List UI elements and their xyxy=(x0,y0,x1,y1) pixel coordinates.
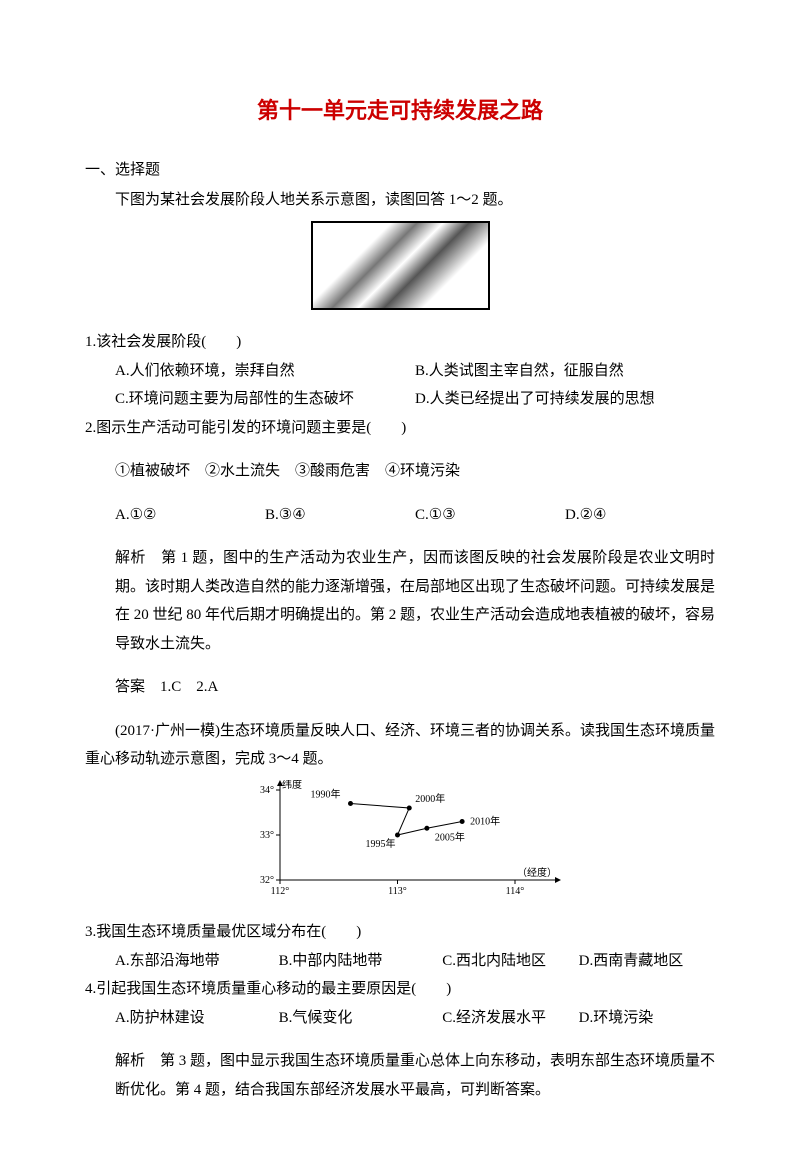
figure-1-container xyxy=(85,221,715,321)
svg-text:32°: 32° xyxy=(260,875,274,886)
q1-opt-c[interactable]: C.环境问题主要为局部性的生态破坏 xyxy=(115,385,415,414)
svg-text:（经度）: （经度） xyxy=(517,866,557,879)
q1-opt-a[interactable]: A.人们依赖环境，崇拜自然 xyxy=(115,357,415,386)
q1-stem: 1.该社会发展阶段( ) xyxy=(85,328,715,357)
svg-text:1990年: 1990年 xyxy=(311,787,341,800)
q2-options: A.①② B.③④ C.①③ D.②④ xyxy=(85,501,715,530)
svg-text:2005年: 2005年 xyxy=(435,830,465,843)
q4-options: A.防护林建设 B.气候变化 C.经济发展水平 D.环境污染 xyxy=(85,1004,715,1033)
q3-stem: 3.我国生态环境质量最优区域分布在( ) xyxy=(85,918,715,947)
q4-stem: 4.引起我国生态环境质量重心移动的最主要原因是( ) xyxy=(85,975,715,1004)
svg-text:1995年: 1995年 xyxy=(366,837,396,850)
q3-4-intro: (2017·广州一模)生态环境质量反映人口、经济、环境三者的协调关系。读我国生态… xyxy=(85,717,715,774)
q2-subline: ①植被破坏 ②水土流失 ③酸雨危害 ④环境污染 xyxy=(85,457,715,486)
farming-illustration-icon xyxy=(311,221,490,310)
svg-text:33°: 33° xyxy=(260,830,274,841)
svg-text:34°: 34° xyxy=(260,785,274,796)
q1-opt-b[interactable]: B.人类试图主宰自然，征服自然 xyxy=(415,357,715,386)
q3-opt-d[interactable]: D.西南青藏地区 xyxy=(579,947,715,976)
svg-text:112°: 112° xyxy=(271,886,290,897)
svg-text:2000年: 2000年 xyxy=(415,792,445,805)
q2-opt-d[interactable]: D.②④ xyxy=(565,501,715,530)
q1-opt-d[interactable]: D.人类已经提出了可持续发展的思想 xyxy=(415,385,715,414)
q3-opt-c[interactable]: C.西北内陆地区 xyxy=(442,947,578,976)
eco-centroid-chart: 112° 113° 114° 32° 33° 34° 纬度 （经度） 1990年 2000年 199… xyxy=(235,780,565,900)
svg-text:114°: 114° xyxy=(506,886,525,897)
q1-options: A.人们依赖环境，崇拜自然 B.人类试图主宰自然，征服自然 C.环境问题主要为局… xyxy=(85,357,715,414)
chart-container: 112° 113° 114° 32° 33° 34° 纬度 （经度） 1990年 2000年 199… xyxy=(85,780,715,911)
svg-text:纬度: 纬度 xyxy=(282,780,302,791)
q4-opt-c[interactable]: C.经济发展水平 xyxy=(442,1004,578,1033)
page-title: 第十一单元走可持续发展之路 xyxy=(85,90,715,132)
q2-opt-a[interactable]: A.①② xyxy=(115,501,265,530)
explanation-1-2: 解析 第 1 题，图中的生产活动为农业生产，因而该图反映的社会发展阶段是农业文明… xyxy=(85,544,715,658)
q3-opt-a[interactable]: A.东部沿海地带 xyxy=(115,947,279,976)
explanation-3-4: 解析 第 3 题，图中显示我国生态环境质量重心总体上向东移动，表明东部生态环境质… xyxy=(85,1047,715,1104)
q4-opt-a[interactable]: A.防护林建设 xyxy=(115,1004,279,1033)
q2-opt-b[interactable]: B.③④ xyxy=(265,501,415,530)
section-heading: 一、选择题 xyxy=(85,156,715,185)
q2-stem: 2.图示生产活动可能引发的环境问题主要是( ) xyxy=(85,414,715,443)
q3-options: A.东部沿海地带 B.中部内陆地带 C.西北内陆地区 D.西南青藏地区 xyxy=(85,947,715,976)
q4-opt-d[interactable]: D.环境污染 xyxy=(579,1004,715,1033)
answer-1-2: 答案 1.C 2.A xyxy=(85,673,715,702)
svg-text:2010年: 2010年 xyxy=(470,814,500,827)
svg-text:113°: 113° xyxy=(388,886,407,897)
page-root: 第十一单元走可持续发展之路 一、选择题 下图为某社会发展阶段人地关系示意图，读图… xyxy=(0,0,800,1159)
q2-opt-c[interactable]: C.①③ xyxy=(415,501,565,530)
q1-2-intro: 下图为某社会发展阶段人地关系示意图，读图回答 1～2 题。 xyxy=(85,186,715,215)
q4-opt-b[interactable]: B.气候变化 xyxy=(279,1004,443,1033)
q3-opt-b[interactable]: B.中部内陆地带 xyxy=(279,947,443,976)
